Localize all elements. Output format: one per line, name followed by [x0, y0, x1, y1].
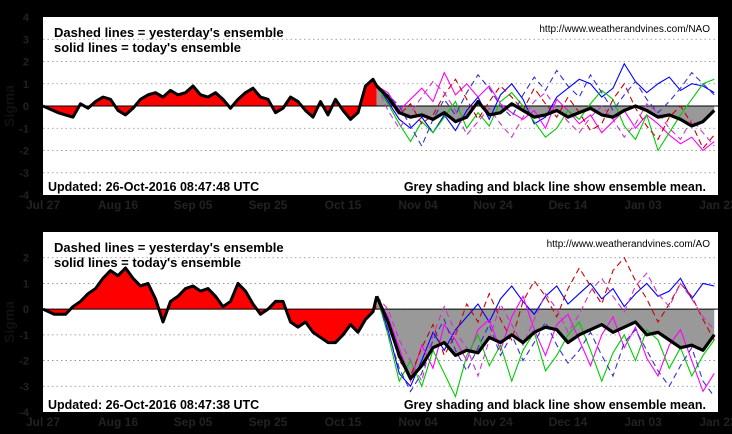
nao-y-axis-label: Sigma [1, 85, 17, 127]
ao-ensemble-member-dashed [376, 256, 715, 378]
nao-y-tick-label: 3 [23, 34, 29, 46]
ao-x-tick-label: Nov 04 [398, 415, 438, 429]
nao-x-tick-label: Nov 24 [473, 198, 513, 212]
nao-y-tick-label: 0 [23, 101, 29, 113]
nao-ensemble-note: Grey shading and black line show ensembl… [404, 180, 706, 194]
ao-ensemble-mean-area [376, 296, 715, 379]
nao-observed-line [42, 77, 379, 121]
ao-x-tick-label: Sep 05 [174, 415, 213, 429]
nao-x-tick-label: Dec 14 [549, 198, 588, 212]
ao-chart-panel: 2 1 0 -1 -2 -3 -4 Jul 27 Aug 16 Sep 05 Sep 25 Oct … [1, 232, 732, 429]
ao-ensemble-member-solid [376, 277, 715, 388]
nao-updated-timestamp: Updated: 26-Oct-2016 08:47:48 UTC [48, 180, 259, 194]
ao-source-url: http://www.weatherandvines.com/AO [547, 239, 711, 250]
ao-x-tick-label: Sep 25 [249, 415, 288, 429]
nao-ensemble-member-solid [376, 71, 715, 152]
nao-ensemble-member-dashed [376, 78, 715, 150]
ao-y-tick-label: -3 [19, 381, 29, 393]
nao-ensemble-member-solid [376, 78, 715, 152]
ao-y-tick-label: 0 [23, 304, 29, 316]
nao-x-tick-label: Nov 04 [398, 198, 438, 212]
ao-ensemble-member-dashed [376, 272, 715, 383]
nao-x-tick-label: Jul 27 [26, 198, 60, 212]
nao-x-tick-label: Oct 15 [325, 198, 362, 212]
nao-observed-area [43, 79, 377, 120]
ao-x-tick-label: Jan 23 [699, 415, 732, 429]
nao-x-tick-label: Sep 05 [174, 198, 213, 212]
ao-x-tick-labels: Jul 27 Aug 16 Sep 05 Sep 25 Oct 15 Nov 04 Nov … [26, 415, 732, 429]
ao-y-tick-label: -2 [19, 356, 29, 368]
ao-legend-solid: solid lines = today's ensemble [54, 255, 241, 270]
nao-y-tick-label: 2 [23, 57, 29, 69]
ao-ensemble-note: Grey shading and black line show ensembl… [404, 398, 706, 412]
ao-y-tick-label: 2 [23, 253, 29, 265]
nao-y-tick-label: -4 [19, 190, 30, 202]
nao-y-tick-label: -1 [19, 123, 29, 135]
nao-x-tick-label: Sep 25 [249, 198, 288, 212]
ao-updated-timestamp: Updated: 26-Oct-2016 08:47:38 UTC [48, 398, 259, 412]
ao-x-tick-label: Jan 03 [624, 415, 662, 429]
nao-series-layer [42, 62, 718, 152]
nao-y-tick-label: -3 [19, 168, 29, 180]
nao-source-url: http://www.weatherandvines.com/NAO [539, 24, 710, 35]
nao-y-tick-label: 4 [23, 12, 30, 24]
ao-y-tick-label: -4 [19, 407, 30, 419]
nao-ensemble-member-dashed [376, 80, 715, 147]
ao-ensemble-mean-line [375, 295, 716, 381]
ao-y-tick-label: 1 [23, 278, 29, 290]
nao-chart-panel: 4 3 2 1 0 -1 -2 -3 -4 Jul 27 Aug 16 Sep 05 Sep 25 Oc… [1, 12, 732, 212]
ao-x-tick-label: Dec 14 [549, 415, 588, 429]
nao-x-tick-label: Jan 23 [699, 198, 732, 212]
nao-x-tick-labels: Jul 27 Aug 16 Sep 05 Sep 25 Oct 15 Nov 04 Nov … [26, 198, 732, 212]
nao-legend-solid: solid lines = today's ensemble [54, 40, 241, 55]
ao-x-tick-label: Jul 27 [26, 415, 60, 429]
ao-y-tick-labels: 2 1 0 -1 -2 -3 -4 [19, 253, 30, 419]
nao-ensemble-mean-line [375, 84, 716, 128]
ao-x-tick-label: Oct 15 [325, 415, 362, 429]
ao-observed-line [42, 266, 379, 345]
ao-x-tick-label: Nov 24 [473, 415, 513, 429]
ao-observed-area [43, 268, 377, 343]
nao-y-tick-label: 1 [23, 79, 29, 91]
ao-series-layer [42, 256, 718, 399]
ao-y-axis-label: Sigma [1, 301, 17, 343]
ao-x-tick-label: Aug 16 [98, 415, 138, 429]
ao-y-tick-label: -1 [19, 330, 29, 342]
ao-legend-dashed: Dashed lines = yesterday's ensemble [54, 240, 284, 255]
ao-ensemble-member-solid [376, 294, 715, 393]
nao-y-tick-labels: 4 3 2 1 0 -1 -2 -3 -4 [19, 12, 30, 202]
ao-ensemble-member-dashed [376, 296, 715, 397]
nao-y-tick-label: -2 [19, 146, 29, 158]
nao-x-tick-label: Jan 03 [624, 198, 662, 212]
nao-legend-dashed: Dashed lines = yesterday's ensemble [54, 25, 284, 40]
nao-x-tick-label: Aug 16 [98, 198, 138, 212]
